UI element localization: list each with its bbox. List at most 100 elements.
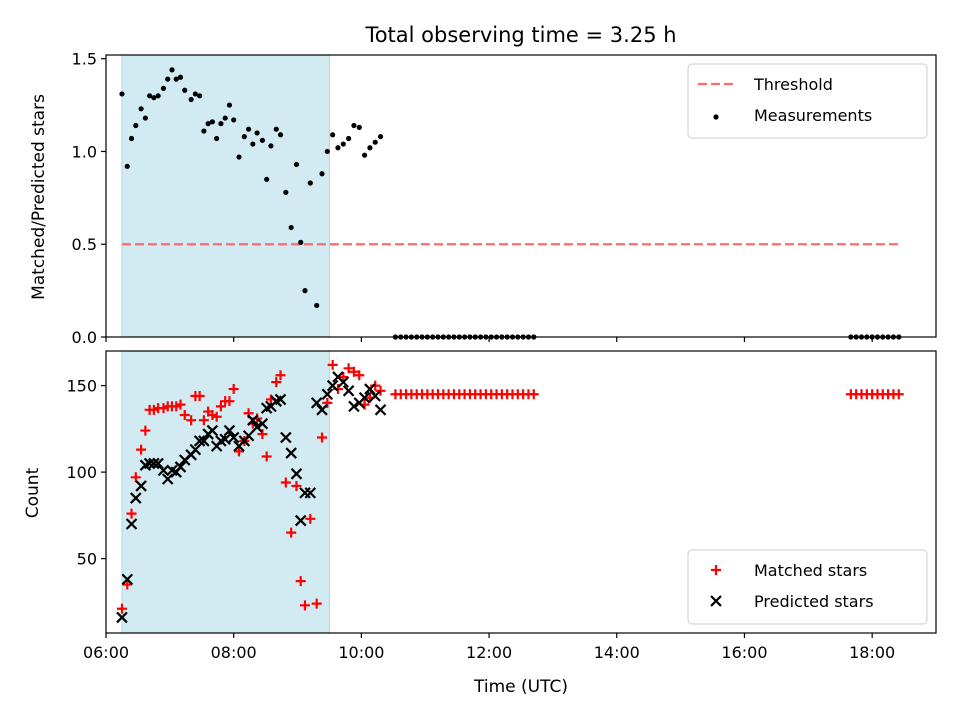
- measurement-point: [346, 135, 352, 142]
- matched-star-point: [228, 384, 239, 395]
- predicted-star-point: [256, 417, 269, 430]
- x-tick-label: 16:00: [721, 643, 767, 662]
- matched-star-point: [299, 600, 310, 611]
- measurement-point: [182, 87, 188, 93]
- matched-star-point: [140, 425, 151, 436]
- bottom-axes-frame: [105, 350, 937, 634]
- matched-star-point: [280, 477, 291, 488]
- bottom-x-axis-label: Time (UTC): [473, 677, 568, 697]
- measurement-point: [201, 128, 207, 134]
- measurement-point: [264, 176, 270, 182]
- matched-star-point: [370, 380, 381, 391]
- matched-star-point: [305, 513, 316, 524]
- predicted-star-point: [227, 431, 240, 444]
- matched-star-point: [348, 366, 359, 377]
- matched-star-point: [179, 410, 190, 421]
- matched-star-point: [317, 432, 328, 443]
- measurement-point: [151, 95, 157, 101]
- matched-star-point: [194, 390, 205, 401]
- measurement-point: [259, 137, 266, 143]
- matched-star-point: [291, 480, 302, 491]
- matched-star-point: [311, 598, 322, 609]
- predicted-star-point: [206, 424, 219, 437]
- predicted-star-point: [348, 400, 360, 413]
- top-y-tick-label: 0.5: [72, 235, 97, 254]
- legend-measurement-swatch: [713, 114, 719, 120]
- x-tick-label: 08:00: [211, 643, 257, 662]
- measurement-point: [177, 74, 184, 80]
- matched-star-point: [375, 385, 386, 396]
- matched-star-point: [261, 451, 272, 462]
- matched-star-point: [126, 508, 137, 519]
- predicted-star-point: [198, 435, 210, 447]
- predicted-star-point: [337, 376, 350, 388]
- measurement-point: [367, 145, 373, 151]
- predicted-star-point: [130, 492, 142, 504]
- top-legend-box: [687, 63, 928, 139]
- matched-star-point: [286, 527, 297, 538]
- matched-star-point: [211, 411, 222, 422]
- measurement-point: [250, 141, 256, 147]
- predicted-star-point: [161, 473, 174, 485]
- legend-label: Measurements: [754, 106, 872, 125]
- measurement-point: [277, 132, 284, 138]
- matched-star-point: [338, 371, 349, 382]
- measurement-point: [226, 102, 233, 108]
- measurement-point: [214, 135, 220, 142]
- predicted-star-point: [143, 457, 156, 470]
- matched-star-point: [528, 389, 539, 400]
- bottom-y-tick-label: 50: [77, 550, 97, 569]
- matched-star-point: [354, 370, 365, 381]
- predicted-star-point: [116, 611, 128, 624]
- measurement-point: [245, 126, 252, 132]
- measurement-point: [192, 91, 198, 97]
- measurement-point: [209, 119, 216, 125]
- predicted-star-point: [364, 383, 376, 395]
- predicted-star-point: [321, 388, 334, 401]
- measurement-point: [142, 115, 148, 121]
- legend-matched-swatch: [711, 565, 721, 575]
- legend-predicted-swatch: [710, 595, 722, 607]
- predicted-star-point: [342, 385, 355, 397]
- matched-star-point: [198, 415, 209, 426]
- bottom-panel-counts: 50 100 150 06:00 08:00 10:00 12:00 14:00 16:00 18…: [66, 350, 937, 662]
- x-tick-label: 12:00: [466, 643, 512, 662]
- predicted-star-point: [193, 435, 206, 447]
- measurement-point: [241, 134, 247, 140]
- predicted-star-point: [148, 457, 160, 470]
- matched-star-point: [893, 389, 904, 400]
- measurement-point: [155, 93, 161, 99]
- measurement-point: [119, 91, 125, 97]
- x-tick-label: 10:00: [338, 643, 384, 662]
- top-y-axis-label: Matched/Predicted stars: [29, 94, 49, 300]
- predicted-star-point: [157, 464, 170, 477]
- predicted-star-point: [294, 514, 307, 527]
- measurement-point: [293, 161, 300, 168]
- bottom-legend-box: [687, 549, 928, 625]
- measurement-point: [319, 171, 325, 177]
- x-tick-label: 14:00: [594, 643, 640, 662]
- matched-star-point: [271, 377, 282, 388]
- matched-star-point: [257, 429, 268, 440]
- bottom-series-1: [116, 371, 387, 624]
- predicted-star-point: [242, 429, 255, 442]
- predicted-star-point: [304, 487, 317, 499]
- matched-star-point: [332, 384, 343, 395]
- predicted-star-point: [247, 414, 259, 426]
- predicted-star-point: [251, 421, 263, 433]
- top-y-tick-label: 1.5: [72, 50, 97, 69]
- predicted-star-point: [326, 379, 339, 392]
- predicted-star-point: [374, 404, 387, 416]
- legend-label: Predicted stars: [754, 592, 874, 611]
- measurement-point: [231, 117, 237, 123]
- bottom-series-0: [116, 359, 904, 614]
- predicted-star-point: [174, 461, 187, 473]
- measurement-point: [351, 122, 357, 129]
- predicted-star-point: [310, 397, 323, 409]
- matched-star-point: [136, 444, 147, 455]
- bottom-observing-span: [121, 350, 330, 634]
- predicted-star-point: [223, 424, 236, 437]
- predicted-star-point: [285, 447, 297, 459]
- measurement-point: [340, 141, 346, 147]
